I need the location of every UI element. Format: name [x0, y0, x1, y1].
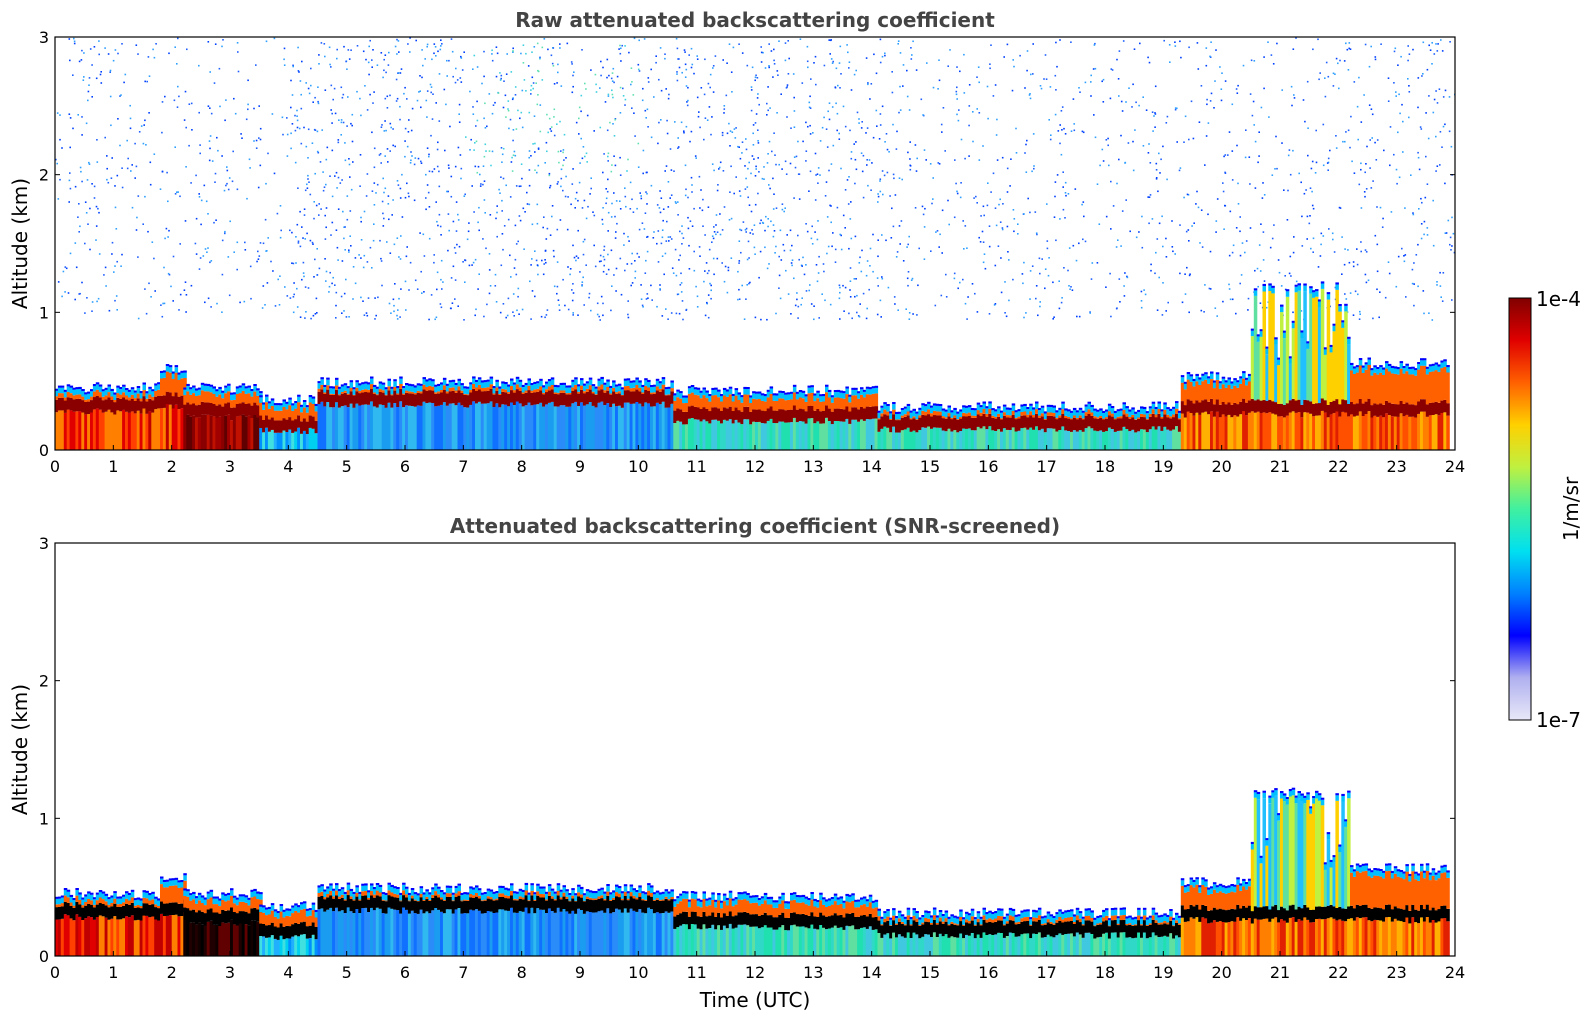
x-tick-label: 5	[342, 963, 352, 982]
boundary-layer-segment-6	[877, 907, 1182, 956]
x-tick-label: 4	[283, 457, 293, 476]
x-tick-label: 10	[628, 963, 648, 982]
x-tick-label: 24	[1445, 457, 1465, 476]
x-tick-label: 7	[458, 963, 468, 982]
x-tick-label: 16	[978, 963, 998, 982]
boundary-layer-segment-3	[259, 394, 321, 450]
colorbar-max-label: 1e-4	[1536, 287, 1581, 311]
boundary-layer-segment-5	[673, 890, 879, 956]
boundary-layer-segment-5	[673, 384, 879, 450]
boundary-layer-segment-2	[183, 888, 263, 956]
boundary-layer-segment-4	[317, 376, 674, 450]
x-tick-label: 2	[167, 963, 177, 982]
x-tick-label: 6	[400, 457, 410, 476]
x-tick-label: 16	[978, 457, 998, 476]
y-tick-label: 0	[39, 441, 49, 460]
boundary-layer-segment-4	[317, 882, 674, 956]
x-tick-label: 8	[517, 457, 527, 476]
x-tick-label: 14	[861, 963, 881, 982]
panel-screened-title: Attenuated backscattering coefficient (S…	[450, 514, 1060, 538]
x-tick-label: 21	[1270, 457, 1290, 476]
x-tick-label: 23	[1386, 457, 1406, 476]
x-tick-label: 11	[686, 457, 706, 476]
x-tick-label: 19	[1153, 963, 1173, 982]
x-tick-label: 23	[1386, 963, 1406, 982]
y-tick-label: 1	[39, 809, 49, 828]
boundary-layer-segment-2	[183, 382, 263, 450]
x-tick-label: 9	[575, 963, 585, 982]
boundary-layer-segment-0	[55, 382, 161, 450]
x-tick-label: 20	[1211, 963, 1231, 982]
x-tick-label: 3	[225, 457, 235, 476]
boundary-layer-segment-7	[1180, 371, 1252, 450]
panel-screened-y-label: Altitude (km)	[8, 684, 32, 815]
x-tick-label: 8	[517, 963, 527, 982]
x-tick-label: 17	[1036, 457, 1056, 476]
panel-raw: Raw attenuated backscattering coefficien…	[8, 8, 1465, 476]
x-tick-label: 17	[1036, 963, 1056, 982]
x-tick-label: 4	[283, 963, 293, 982]
colorbar: 1e-4 1e-7 1/m/sr	[1508, 287, 1583, 732]
x-tick-label: 7	[458, 457, 468, 476]
y-tick-label: 2	[39, 672, 49, 691]
boundary-layer-segment-7	[1180, 877, 1252, 956]
boundary-layer-segment-1	[160, 873, 187, 956]
boundary-layer-segment-8	[1250, 281, 1351, 450]
colorbar-gradient	[1508, 297, 1532, 721]
panel-raw-x-axis: 0 1 2 3 4 5 6 7 8 9 10 11 12 13 14 15 16 17 18 19 20 21 22 23 24	[50, 445, 1465, 476]
x-tick-label: 24	[1445, 963, 1465, 982]
boundary-layer-segment-3	[259, 900, 321, 956]
x-tick-label: 21	[1270, 963, 1290, 982]
colorbar-min-label: 1e-7	[1536, 708, 1581, 732]
x-tick-label: 15	[920, 457, 940, 476]
boundary-layer-segment-9	[1350, 357, 1450, 450]
boundary-layer-segment-6	[877, 401, 1182, 450]
boundary-layer-segment-8	[1250, 787, 1351, 956]
x-tick-label: 12	[745, 457, 765, 476]
x-tick-label: 10	[628, 457, 648, 476]
panel-raw-title: Raw attenuated backscattering coefficien…	[515, 8, 995, 32]
x-tick-label: 20	[1211, 457, 1231, 476]
x-tick-label: 19	[1153, 457, 1173, 476]
panel-raw-y-axis: 0 1 2 3	[39, 28, 1455, 460]
y-tick-label: 3	[39, 28, 49, 47]
x-tick-label: 9	[575, 457, 585, 476]
panel-screened-x-axis: 0 1 2 3 4 5 6 7 8 9 10 11 12 13 14 15 16 17 18 19 20 21 22 23 24	[50, 951, 1465, 982]
y-tick-label: 1	[39, 303, 49, 322]
x-tick-label: 1	[108, 457, 118, 476]
noise-speckle	[55, 37, 1455, 321]
y-tick-label: 0	[39, 947, 49, 966]
panel-raw-plot	[55, 37, 1455, 450]
x-tick-label: 11	[686, 963, 706, 982]
x-tick-label: 22	[1328, 457, 1348, 476]
x-tick-label: 12	[745, 963, 765, 982]
panel-screened-y-axis: 0 1 2 3	[39, 534, 1455, 966]
y-tick-label: 3	[39, 534, 49, 553]
x-tick-label: 3	[225, 963, 235, 982]
colorbar-unit-label: 1/m/sr	[1559, 476, 1583, 541]
x-tick-label: 13	[803, 963, 823, 982]
panel-raw-y-label: Altitude (km)	[8, 178, 32, 309]
x-tick-label: 1	[108, 963, 118, 982]
x-tick-label: 13	[803, 457, 823, 476]
panel-screened: Attenuated backscattering coefficient (S…	[8, 514, 1465, 1012]
boundary-layer-segment-9	[1350, 863, 1450, 956]
x-tick-label: 14	[861, 457, 881, 476]
x-tick-label: 0	[50, 963, 60, 982]
x-tick-label: 2	[167, 457, 177, 476]
y-tick-label: 2	[39, 166, 49, 185]
x-axis-label: Time (UTC)	[699, 988, 811, 1012]
x-tick-label: 0	[50, 457, 60, 476]
boundary-layer-segment-0	[55, 888, 161, 956]
panel-screened-plot	[55, 787, 1450, 956]
x-tick-label: 15	[920, 963, 940, 982]
boundary-layer-segment-1	[160, 364, 187, 450]
x-tick-label: 18	[1095, 457, 1115, 476]
x-tick-label: 18	[1095, 963, 1115, 982]
x-tick-label: 22	[1328, 963, 1348, 982]
x-tick-label: 5	[342, 457, 352, 476]
x-tick-label: 6	[400, 963, 410, 982]
